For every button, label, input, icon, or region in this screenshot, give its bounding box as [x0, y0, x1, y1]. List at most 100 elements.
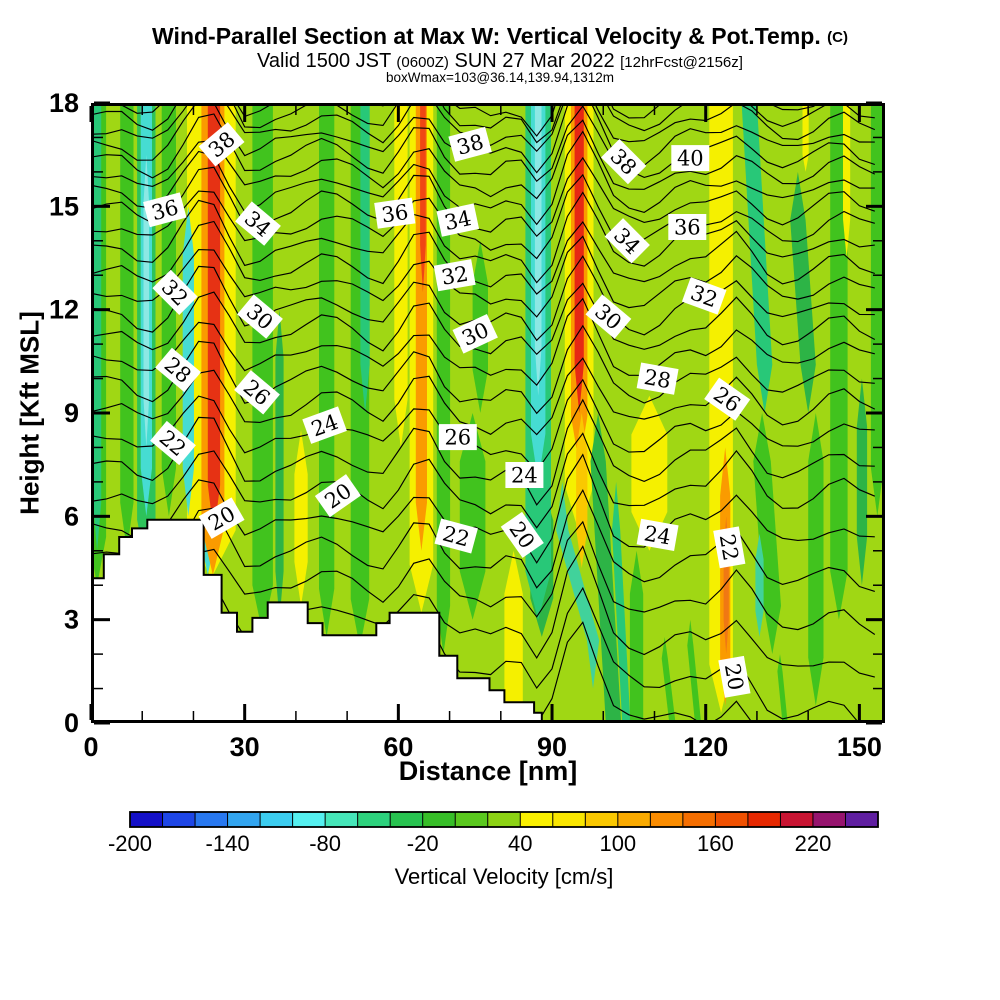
colorbar-segment	[747, 812, 781, 827]
x-tick-label: 60	[383, 732, 413, 762]
colorbar-segment	[227, 812, 261, 827]
y-tick-label: 15	[49, 191, 79, 221]
x-tick-label: 30	[230, 732, 260, 762]
valid-time-text: Valid 1500 JST	[257, 49, 391, 72]
contour-label: 22	[434, 518, 478, 554]
velocity-streak	[360, 104, 370, 413]
colorbar-segment	[812, 812, 846, 827]
colorbar-segment	[357, 812, 391, 827]
contour-label: 38	[448, 126, 492, 162]
colorbar-tick-label: 220	[795, 831, 832, 856]
valid-date-text: SUN 27 Mar 2022	[454, 49, 615, 72]
contour-label: 36	[374, 197, 416, 229]
colorbar-segment	[715, 812, 749, 827]
contour-label-value: 28	[642, 365, 672, 393]
pot-temp-contour-line	[92, 220, 875, 295]
colorbar-segment	[325, 812, 359, 827]
velocity-streak	[294, 430, 308, 606]
pot-temp-contour-line	[105, 104, 819, 137]
colorbar-segment	[520, 812, 554, 827]
contour-label: 34	[436, 203, 480, 237]
contour-label-value: 40	[677, 147, 704, 171]
boxwmax-annotation: boxWmax=103@36.14,139.94,1312m	[386, 70, 614, 86]
contour-label-value: 32	[440, 262, 470, 290]
x-tick-label: 0	[83, 732, 98, 762]
colorbar-tick-label: -80	[309, 831, 341, 856]
contour-label: 22	[713, 526, 746, 569]
x-tick-label: 90	[537, 732, 567, 762]
velocity-streak	[777, 654, 788, 722]
colorbar: -200 -140 -80 -20 40 100 160 220	[108, 811, 879, 856]
y-tick-label: 3	[64, 605, 79, 635]
pot-temp-contour-line	[92, 104, 875, 144]
pot-temp-contour-line	[92, 324, 875, 415]
contour-label: 24	[302, 406, 347, 444]
x-tick-label: 120	[683, 732, 728, 762]
contour-label: 24	[636, 518, 679, 552]
colorbar-segment	[260, 812, 294, 827]
pot-temp-contour-line	[92, 398, 875, 506]
pot-temp-contour-line	[92, 156, 875, 238]
contour-label-value: 22	[715, 532, 743, 562]
pot-temp-contour-line	[92, 235, 875, 318]
contour-label-value: 24	[642, 521, 672, 549]
colorbar-tick-label: -200	[108, 831, 152, 856]
contour-label: 28	[155, 347, 202, 393]
velocity-streak	[753, 413, 781, 655]
velocity-streak	[534, 104, 542, 396]
velocity-streak	[612, 481, 631, 722]
velocity-streak	[802, 104, 809, 172]
colorbar-segment	[195, 812, 229, 827]
velocity-streak	[755, 533, 764, 637]
chart-header: Wind-Parallel Section at Max W: Vertical…	[0, 23, 1000, 86]
y-tick-label: 18	[49, 88, 79, 118]
colorbar-label: Vertical Velocity [cm/s]	[394, 864, 614, 889]
contour-label: 26	[234, 370, 280, 415]
contour-label: 36	[668, 214, 707, 240]
pot-temp-contour-line	[92, 432, 876, 529]
plot-frame	[91, 103, 885, 723]
contour-label-value: 24	[511, 464, 538, 488]
chart-title-text: Wind-Parallel Section at Max W: Vertical…	[152, 23, 821, 49]
velocity-streak	[436, 104, 451, 655]
contour-label-value: 36	[674, 216, 701, 240]
colorbar-segment	[552, 812, 586, 827]
utc-time-text: (0600Z)	[396, 53, 449, 71]
colorbar-tick-label: -20	[407, 831, 439, 856]
contour-label: 32	[433, 259, 476, 292]
velocity-streak	[120, 104, 134, 551]
x-axis-label: Distance [nm]	[398, 756, 578, 786]
chart-title: Wind-Parallel Section at Max W: Vertical…	[0, 23, 1000, 50]
y-tick-label: 9	[64, 398, 79, 428]
pot-temp-contour-line	[92, 297, 875, 386]
colorbar-segment	[422, 812, 456, 827]
y-tick-label: 0	[64, 708, 79, 738]
chart-title-degree-unit: (C)	[827, 29, 848, 46]
velocity-streak	[687, 619, 702, 722]
contour-label-value: 26	[444, 426, 471, 450]
velocity-streak	[504, 550, 523, 722]
colorbar-segment	[292, 812, 326, 827]
velocity-streak	[790, 171, 816, 413]
colorbar-segment	[617, 812, 651, 827]
y-tick-label: 6	[64, 501, 79, 531]
contour-field	[92, 104, 884, 722]
velocity-streak	[93, 104, 102, 551]
colorbar-segment	[162, 812, 196, 827]
pot-temp-contour-line	[92, 173, 875, 260]
velocity-streak	[631, 395, 668, 551]
chart-subtitle: Valid 1500 JST (0600Z) SUN 27 Mar 2022 […	[0, 50, 1000, 72]
colorbar-segment	[650, 812, 684, 827]
velocity-streak	[275, 309, 284, 620]
velocity-streak	[576, 413, 588, 568]
contour-label-value: 36	[380, 200, 410, 227]
velocity-streak	[420, 104, 426, 293]
colorbar-segment	[780, 812, 814, 827]
colorbar-tick-label: 100	[599, 831, 636, 856]
pot-temp-contour-line	[92, 520, 876, 635]
pot-temp-contour-line	[92, 130, 875, 226]
velocity-streak	[830, 104, 848, 620]
contour-label: 20	[718, 655, 751, 698]
